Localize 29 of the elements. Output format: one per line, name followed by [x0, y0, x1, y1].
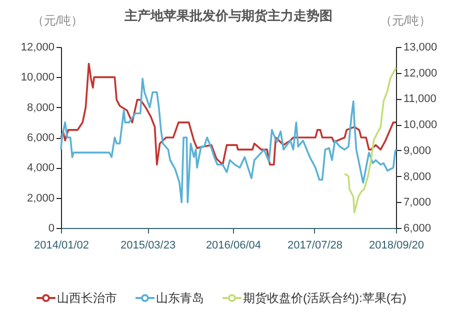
- y2-tick-label: 9,000: [404, 144, 432, 157]
- y-tick-label: 0: [48, 222, 54, 234]
- legend-label: 山东青岛: [156, 291, 204, 306]
- chart-title: 主产地苹果批发价与期货主力走势图: [124, 8, 332, 23]
- line-series: [60, 62, 397, 166]
- legend-label: 山西长治市: [57, 291, 117, 306]
- y-tick-label: 12,000: [20, 42, 54, 54]
- y-tick-label: 8,000: [26, 102, 54, 114]
- y2-tick-label: 11,000: [404, 93, 436, 106]
- y-tick-label: 10,000: [20, 72, 54, 84]
- y2-tick-label: 12,000: [404, 67, 438, 80]
- y2-tick-label: 8,000: [404, 170, 432, 183]
- legend-label: 期货收盘价(活跃合约):苹果(右): [243, 291, 406, 306]
- y-tick-label: 2,000: [26, 192, 54, 204]
- y2-tick-label: 10,000: [404, 119, 438, 132]
- x-tick-label: 2016/06/04: [206, 240, 262, 252]
- x-tick-label: 2015/03/23: [120, 240, 176, 252]
- x-tick-label: 2014/01/02: [34, 240, 90, 252]
- x-tick-label: 2018/09/20: [368, 240, 424, 252]
- line-series: [60, 78, 397, 204]
- y2-tick-label: 13,000: [404, 42, 438, 54]
- line-series: [344, 66, 397, 214]
- y-tick-label: 6,000: [26, 132, 54, 144]
- x-tick-label: 2017/07/28: [287, 240, 343, 252]
- y2-axis-title: （元/吨）: [380, 14, 432, 28]
- y-axis-title: （元/吨）: [32, 14, 84, 28]
- y2-tick-label: 7,000: [404, 196, 432, 209]
- y-tick-label: 4,000: [26, 162, 54, 174]
- y2-tick-label: 6,000: [404, 222, 432, 234]
